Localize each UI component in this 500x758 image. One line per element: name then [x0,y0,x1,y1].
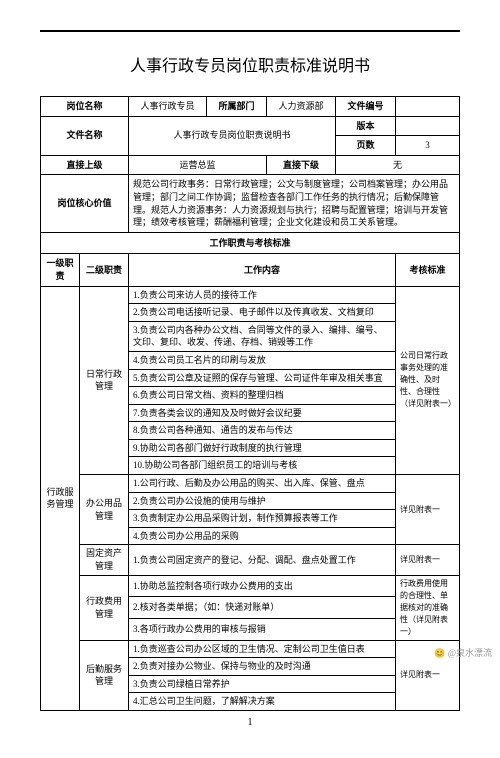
filename-value: 人事行政专员岗位职责说明书 [129,116,336,155]
page-number: 1 [40,717,460,728]
item-cell: 3.各项行政办公费用的审核与报销 [129,618,396,640]
version-value [396,116,460,136]
item-cell: 1.公司行政、后勤及办公用品的购买、出入库、保管、盘点 [129,475,396,493]
table-row: 办公用品管理1.公司行政、后勤及办公用品的购买、出入库、保管、盘点详见附表一 [41,475,460,493]
standard-cell: 详见附表一 [396,545,460,575]
assess-title: 工作职责与考核标准 [41,232,460,254]
item-cell: 4.汇总公司卫生问题，了解解决方案 [129,693,396,711]
table-row: 固定资产管理1.负责公司固定资产的登记、分配、调配、盘点处置工作详见附表一 [41,545,460,575]
dept-label: 所属部门 [207,97,267,117]
l1-cell: 行政服务管理 [41,286,80,710]
standard-cell: 公司日常行政事务处理的准确性、及时性、合理性（详见附表一） [396,286,460,475]
supervisor-label: 直接上级 [41,155,129,175]
item-cell: 9.协助公司各部门做好行政制度的执行管理 [129,439,396,457]
filename-label: 文件名称 [41,116,129,155]
item-cell: 4.负责公司办公用品的采购 [129,527,396,545]
page-title: 人事行政专员岗位职责标准说明书 [40,52,460,76]
header-rule [40,30,460,32]
col-standard: 考核标准 [396,254,460,286]
item-cell: 3.负责制定办公用品采购计划，制作预算报表等工作 [129,510,396,528]
assess-title-row: 工作职责与考核标准 [41,232,460,254]
item-cell: 3.负责公司内各种办公文档、合同等文件的录入、编排、编号、文印、复印、收发、传递… [129,321,396,351]
core-label: 岗位核心价值 [41,175,129,232]
item-cell: 1.负责公司来访人员的接待工作 [129,286,396,304]
standard-cell: 详见附表一 [396,475,460,545]
subordinate-label: 直接下级 [266,155,335,175]
header-row-4: 直接上级 运营总监 直接下级 无 [41,155,460,175]
supervisor-value: 运营总监 [129,155,267,175]
docno-value [396,97,460,117]
core-text: 规范公司行政事务：日常行政管理；公文与制度管理；公司档案管理；办公用品管理；部门… [129,175,460,232]
column-header-row: 一级职责 二级职责 工作内容 考核标准 [41,254,460,286]
col-content: 工作内容 [129,254,396,286]
header-row-1: 岗位名称 人事行政专员 所属部门 人力资源部 文件编号 [41,97,460,117]
core-row: 岗位核心价值 规范公司行政事务：日常行政管理；公文与制度管理；公司档案管理；办公… [41,175,460,232]
col-l1: 一级职责 [41,254,80,286]
item-cell: 7.负责各类会议的通知及及时做好会议纪要 [129,404,396,422]
main-table: 岗位名称 人事行政专员 所属部门 人力资源部 文件编号 文件名称 人事行政专员岗… [40,96,460,711]
l2-cell: 日常行政管理 [80,286,129,475]
l2-cell: 行政费用管理 [80,575,129,640]
item-cell: 1.协助总监控制各项行政办公费用的支出 [129,575,396,597]
dept-value: 人力资源部 [266,97,335,117]
item-cell: 2.负责公司电话接听记录、电子邮件以及传真收发、文档复印 [129,304,396,322]
item-cell: 2.核对各类单据；（如：快递对账单） [129,597,396,619]
item-cell: 4.负责公司员工名片的印刷与发放 [129,351,396,369]
header-row-2: 文件名称 人事行政专员岗位职责说明书 版本 [41,116,460,136]
item-cell: 3.负责公司绿植日常养护 [129,675,396,693]
table-row: 行政费用管理1.协助总监控制各项行政办公费用的支出行政费用使用的合理性、单据核对… [41,575,460,597]
version-label: 版本 [335,116,395,136]
item-cell: 1.负责公司固定资产的登记、分配、调配、盘点处置工作 [129,545,396,575]
item-cell: 5.负责公司公章及证照的保存与管理、公司证件年审及相关事宜 [129,369,396,387]
item-cell: 8.负责公司各种通知、通告的发布与传达 [129,422,396,440]
l2-cell: 办公用品管理 [80,475,129,545]
table-row: 行政服务管理日常行政管理1.负责公司来访人员的接待工作公司日常行政事务处理的准确… [41,286,460,304]
l2-cell: 后勤服务管理 [80,640,129,710]
l2-cell: 固定资产管理 [80,545,129,575]
standard-cell: 行政费用使用的合理性、单据核对的准确性（详见附表一） [396,575,460,640]
position-value: 人事行政专员 [129,97,207,117]
table-row: 后勤服务管理1.负责巡查公司办公区域的卫生情况、定制公司卫生值日表详见附表一 [41,640,460,658]
docno-label: 文件编号 [335,97,395,117]
col-l2: 二级职责 [80,254,129,286]
item-cell: 1.负责巡查公司办公区域的卫生情况、定制公司卫生值日表 [129,640,396,658]
watermark: 😊 @泉水漂流 [434,646,492,659]
position-label: 岗位名称 [41,97,129,117]
item-cell: 10.协助公司各部门组织员工的培训与考核 [129,457,396,475]
item-cell: 2.负责公司办公设施的使用与维护 [129,492,396,510]
item-cell: 6.负责公司日常文档、资料的整理归档 [129,387,396,405]
pages-value: 3 [396,136,460,156]
subordinate-value: 无 [335,155,459,175]
pages-label: 页数 [335,136,395,156]
